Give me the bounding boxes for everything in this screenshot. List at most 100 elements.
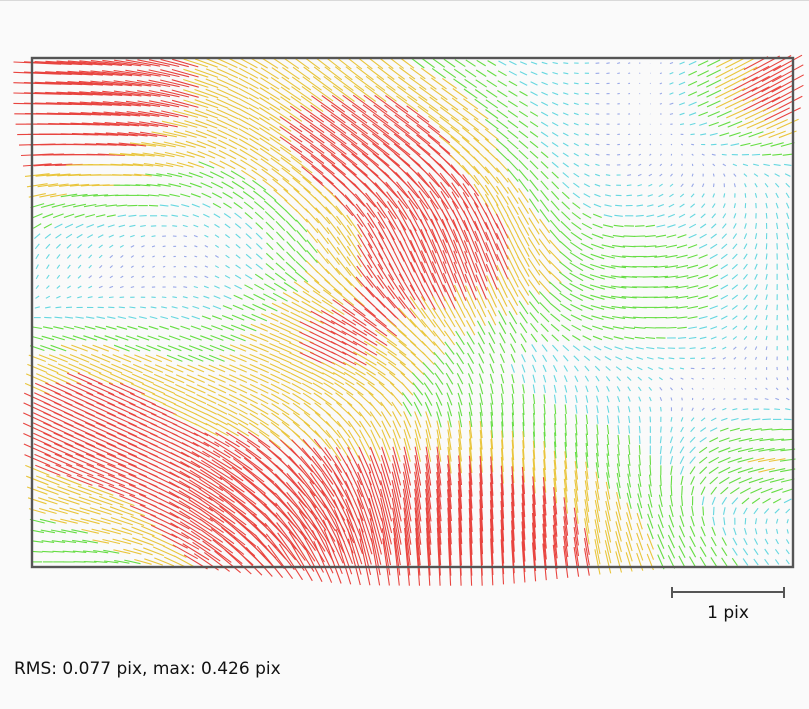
vector-mark [425,497,432,545]
vector-mark [80,111,121,116]
vector-mark [172,423,199,437]
vector-mark [409,229,426,264]
vector-mark [145,173,162,177]
vector-mark [305,218,319,234]
vector-mark [299,464,326,497]
vector-mark [709,427,718,432]
vector-mark [689,525,696,537]
vector-mark [356,382,374,396]
vector-mark [171,79,199,88]
vector-mark [625,552,633,572]
vector-mark [54,453,84,467]
vector-mark [412,382,424,396]
vector-mark [479,402,483,416]
vector-mark [511,421,515,438]
vector-mark [743,97,769,111]
vector-mark [458,507,463,556]
vector-mark [431,228,447,264]
vector-mark [212,450,243,470]
vector-mark [231,180,245,190]
vector-mark [124,184,141,187]
vector-mark [532,374,536,383]
vector-mark [42,326,53,330]
vector-mark [141,286,145,288]
vector-mark [151,403,177,416]
vector-mark [162,255,166,258]
vector-mark [743,537,748,546]
vector-mark [271,302,290,313]
vector-mark [420,218,437,254]
vector-mark [202,540,232,563]
vector-mark [346,214,363,238]
vector-mark [303,421,321,438]
vector-mark [431,272,446,302]
vector-mark [445,362,454,375]
vector-mark [240,324,257,332]
vector-mark [249,413,269,426]
vector-mark [569,272,584,282]
vector-mark [241,180,256,191]
vector-mark [775,202,779,209]
vector-mark [97,153,125,156]
vector-mark [105,132,138,137]
vector-mark [464,273,477,301]
vector-mark [670,397,673,401]
vector-mark [101,80,142,87]
vector-mark [476,59,486,67]
vector-mark [751,75,782,92]
vector-mark [118,392,146,406]
vector-mark [621,306,637,309]
vector-mark [33,223,42,229]
vector-mark [359,420,371,439]
vector-mark [83,132,119,136]
vector-mark [266,242,274,251]
vector-mark [150,514,179,529]
vector-mark [183,109,208,119]
vector-mark [35,274,39,280]
vector-mark [56,285,61,289]
vector-mark [434,372,444,385]
vector-mark [265,263,275,271]
vector-mark [511,457,515,484]
vector-mark [269,116,292,132]
vector-mark [600,264,616,269]
vector-mark [223,202,232,209]
vector-mark [263,503,297,540]
vector-mark [129,142,156,147]
vector-mark [156,173,173,178]
vector-mark [368,392,383,407]
vector-mark [375,191,397,220]
vector-mark [686,295,699,299]
vector-mark [260,383,280,394]
vector-mark [436,480,442,522]
vector-mark [31,335,44,341]
vector-mark [334,195,354,217]
vector-mark [689,122,696,126]
vector-mark [573,527,580,557]
vector-mark [447,463,452,498]
vector-mark [158,482,191,500]
vector-mark [213,295,221,300]
vector-mark [35,464,61,476]
vector-mark [172,225,178,227]
vector-mark [361,113,390,135]
vector-mark [670,475,673,486]
vector-mark [347,235,362,258]
vector-mark [511,393,515,405]
vector-mark [203,285,209,289]
vector-mark [521,521,526,562]
vector-mark [353,297,377,317]
vector-mark [239,374,258,384]
vector-mark [664,265,679,269]
vector-mark [366,371,385,386]
vector-mark [659,72,662,75]
vector-mark [120,254,124,259]
vector-mark [310,310,335,325]
vector-mark [160,99,189,108]
vector-mark [479,499,484,543]
vector-mark [366,66,385,81]
vector-mark [77,254,82,259]
vector-mark [214,550,241,574]
vector-mark [690,203,696,208]
vector-mark [549,302,561,313]
